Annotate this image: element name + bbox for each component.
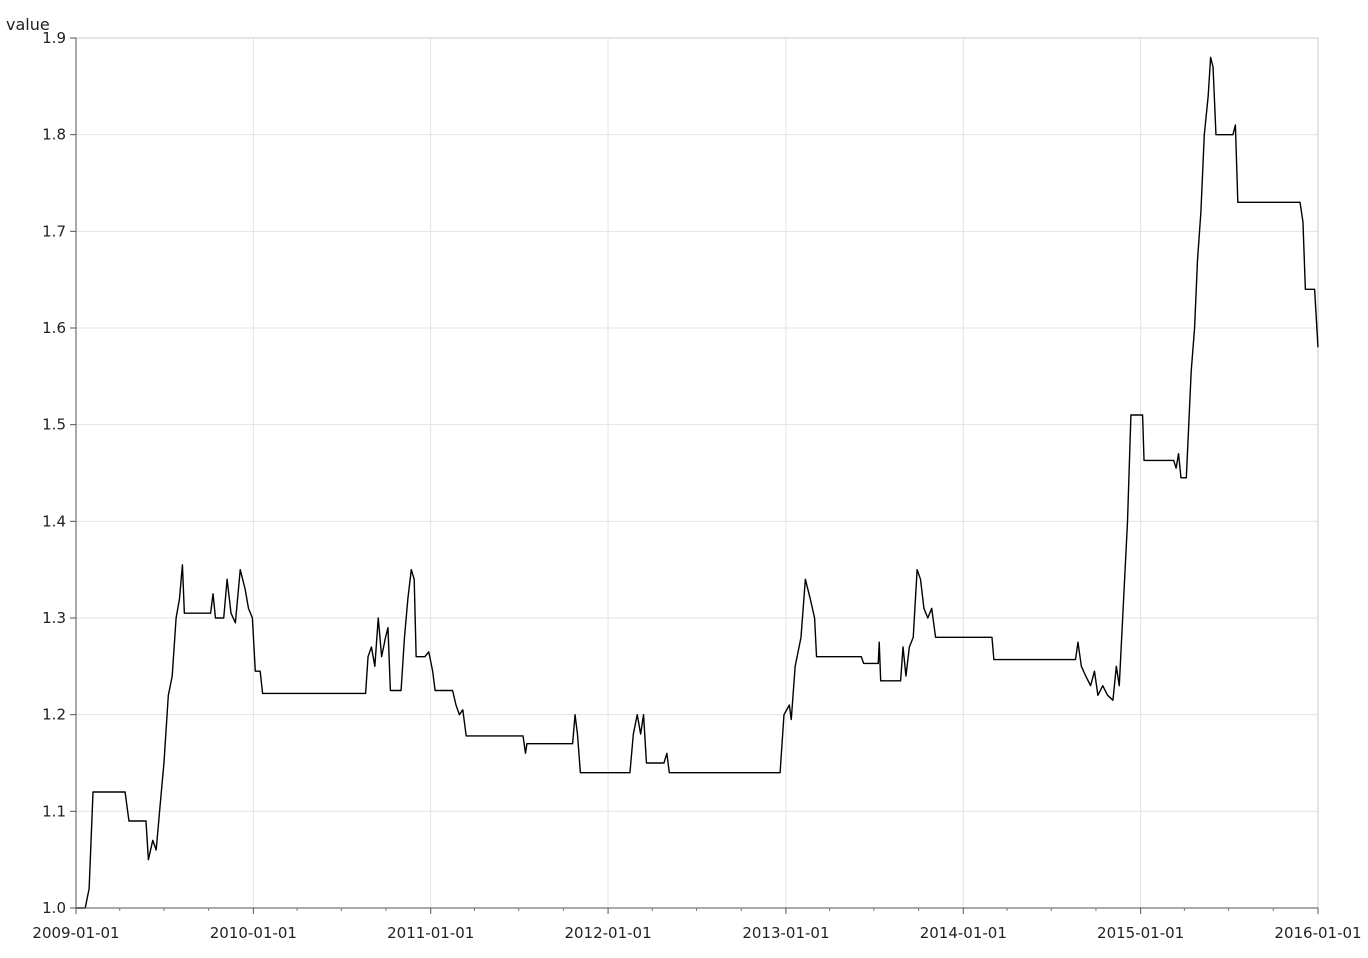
y-tick-label: 1.2 bbox=[42, 706, 66, 724]
x-tick-label: 2012-01-01 bbox=[564, 924, 651, 942]
y-tick-label: 1.0 bbox=[42, 899, 66, 917]
x-tick-label: 2009-01-01 bbox=[32, 924, 119, 942]
series-line-1 bbox=[76, 56, 1319, 909]
y-tick-label: 1.6 bbox=[42, 319, 66, 337]
x-tick-label: 2011-01-01 bbox=[387, 924, 474, 942]
x-tick-label: 2010-01-01 bbox=[210, 924, 297, 942]
y-tick-label: 1.8 bbox=[42, 126, 66, 144]
y-tick-label: 1.5 bbox=[42, 416, 66, 434]
grid-lines bbox=[75, 37, 1319, 909]
y-axis: 1.0 1.1 1.2 1.3 1.4 1.5 1.6 1.7 1.8 1.9 bbox=[42, 29, 77, 917]
y-tick-label: 1.1 bbox=[42, 802, 66, 820]
x-tick-label: 2015-01-01 bbox=[1097, 924, 1184, 942]
y-tick-label: 1.9 bbox=[42, 29, 66, 47]
x-tick-label: 2016-01-01 bbox=[1274, 924, 1361, 942]
x-tick-label: 2014-01-01 bbox=[920, 924, 1007, 942]
x-tick-label: 2013-01-01 bbox=[742, 924, 829, 942]
plot-frame bbox=[75, 37, 1319, 909]
y-axis-label: value bbox=[6, 15, 50, 34]
series-layer bbox=[76, 56, 1319, 909]
x-axis: 2009-01-01 2010-01-01 2011-01-01 2012-01-01… bbox=[32, 907, 1362, 942]
y-tick-label: 1.3 bbox=[42, 609, 66, 627]
y-tick-label: 1.7 bbox=[42, 222, 66, 240]
y-tick-label: 1.4 bbox=[42, 512, 66, 530]
